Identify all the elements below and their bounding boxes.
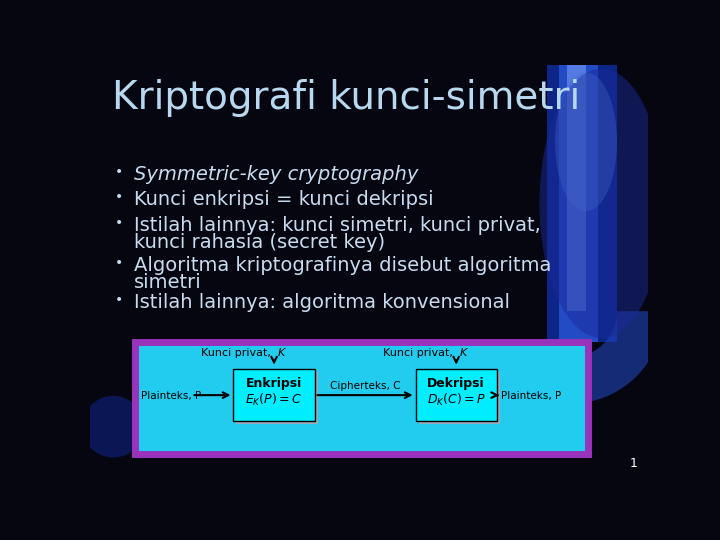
Text: •: • [115, 190, 124, 204]
Text: kunci rahasia (secret key): kunci rahasia (secret key) [134, 233, 385, 252]
Text: K: K [278, 348, 285, 358]
Text: simetri: simetri [134, 273, 202, 292]
Text: Kunci privat,: Kunci privat, [383, 348, 456, 358]
Text: Symmetric-key cryptography: Symmetric-key cryptography [134, 165, 418, 184]
Ellipse shape [555, 72, 617, 211]
Text: Kunci privat,: Kunci privat, [201, 348, 274, 358]
Text: K: K [460, 348, 467, 358]
Text: •: • [115, 256, 124, 270]
Text: Enkripsi: Enkripsi [246, 377, 302, 390]
Text: Cipherteks, C: Cipherteks, C [330, 381, 400, 391]
Text: Kunci enkripsi = kunci dekripsi: Kunci enkripsi = kunci dekripsi [134, 190, 433, 210]
Bar [547, 65, 617, 342]
Text: $E_K(P) = C$: $E_K(P) = C$ [246, 392, 302, 408]
Text: Kriptografi kunci-simetri: Kriptografi kunci-simetri [112, 79, 580, 117]
Bar [567, 65, 586, 311]
PathPatch shape [570, 311, 664, 403]
FancyBboxPatch shape [135, 342, 588, 454]
Text: Dekripsi: Dekripsi [428, 377, 485, 390]
Text: •: • [115, 215, 124, 230]
Bar [559, 65, 598, 342]
Text: Algoritma kriptografinya disebut algoritma: Algoritma kriptografinya disebut algorit… [134, 256, 552, 275]
Text: $D_K(C) = P$: $D_K(C) = P$ [427, 392, 486, 408]
Text: •: • [115, 165, 124, 179]
Ellipse shape [539, 69, 664, 338]
Bar [418, 372, 500, 424]
Ellipse shape [82, 396, 144, 457]
Text: Istilah lainnya: algoritma konvensional: Istilah lainnya: algoritma konvensional [134, 293, 510, 312]
Bar [236, 372, 318, 424]
Text: •: • [115, 293, 124, 307]
Text: Plainteks, P: Plainteks, P [141, 390, 202, 401]
Bar [415, 369, 497, 421]
Text: Plainteks, P: Plainteks, P [500, 390, 561, 401]
Bar [233, 369, 315, 421]
Text: Istilah lainnya: kunci simetri, kunci privat,: Istilah lainnya: kunci simetri, kunci pr… [134, 215, 541, 235]
Text: 1: 1 [629, 457, 637, 470]
